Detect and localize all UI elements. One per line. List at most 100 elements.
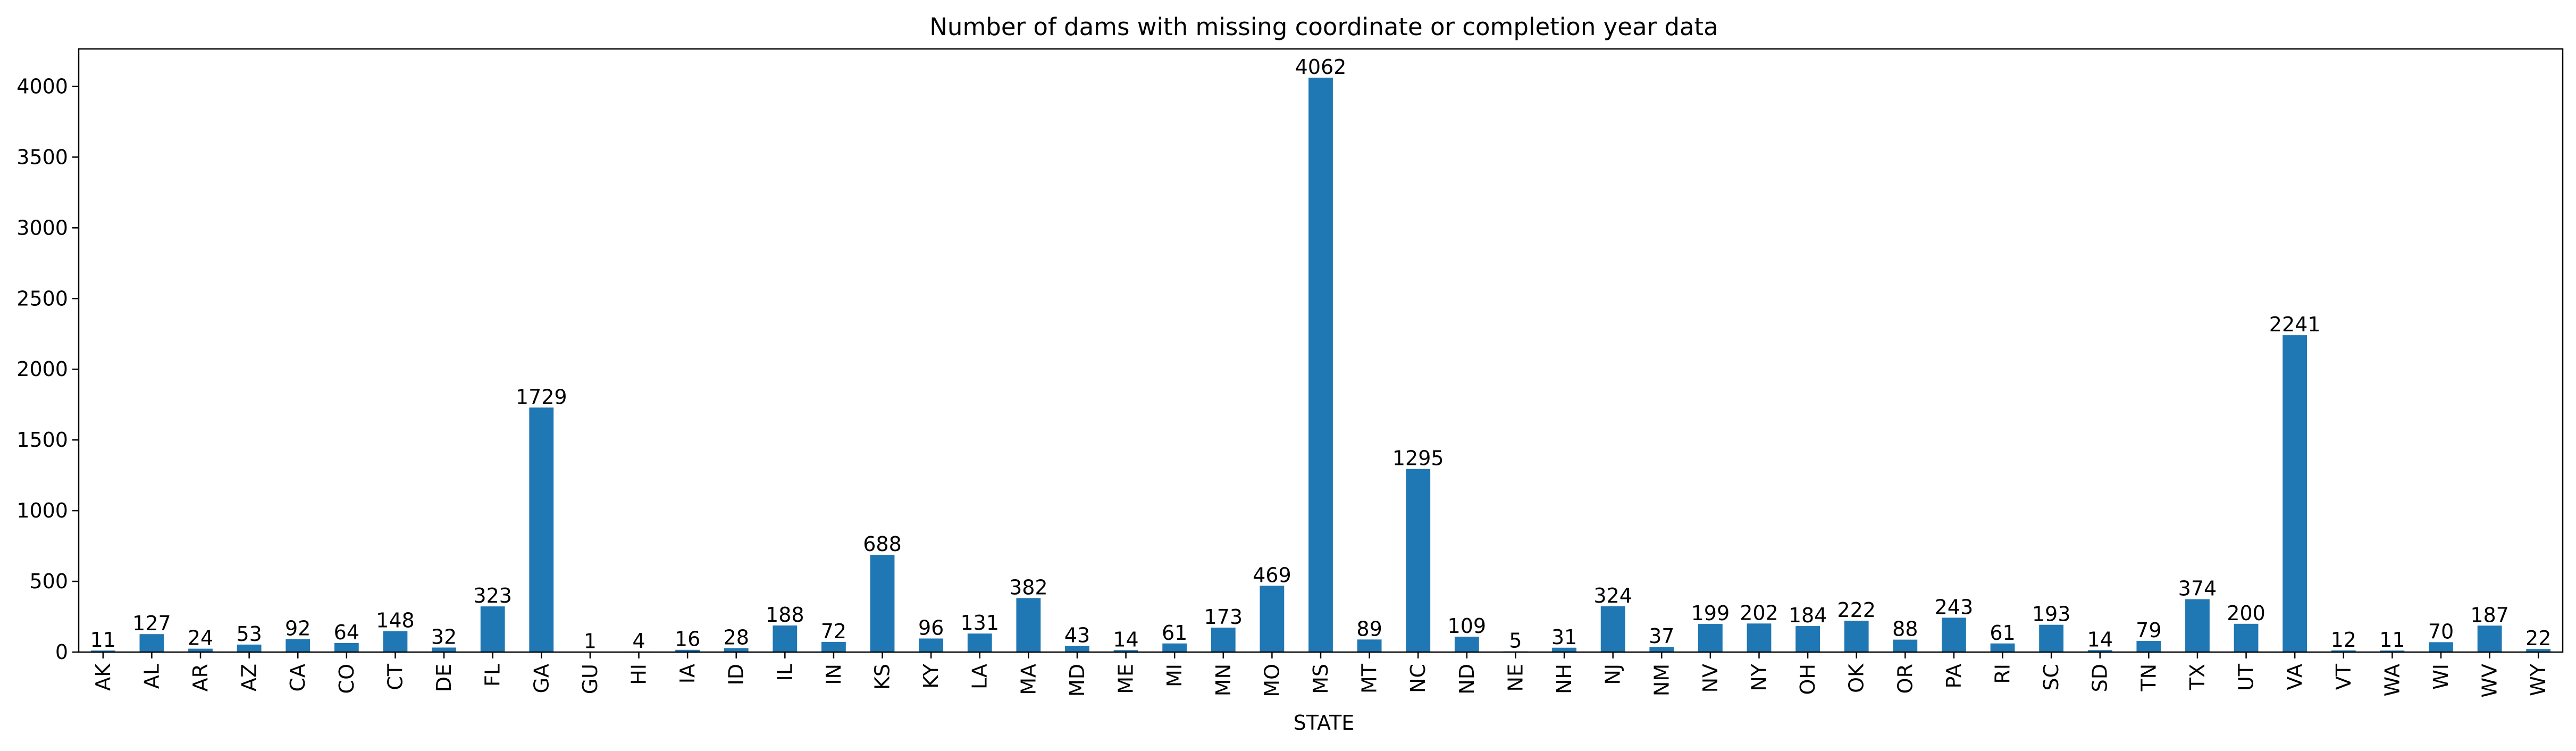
- data-label-fl: 323: [473, 584, 512, 607]
- x-tick-label-pa: PA: [1942, 664, 1966, 688]
- bar-sc: [2039, 624, 2064, 652]
- bar-ky: [919, 638, 944, 652]
- bar-az: [237, 644, 262, 652]
- bar-me: [1113, 650, 1138, 652]
- bar-sd: [2087, 650, 2112, 652]
- data-label-wa: 11: [2379, 628, 2405, 652]
- bar-oh: [1795, 626, 1820, 652]
- bar-ut: [2234, 623, 2259, 652]
- bar-il: [773, 625, 798, 652]
- bar-mi: [1162, 643, 1187, 652]
- bar-tn: [2136, 640, 2161, 652]
- bar-co: [334, 642, 359, 652]
- x-tick-label-in: IN: [822, 664, 845, 685]
- y-tick-label: 2000: [16, 357, 68, 381]
- data-label-ms: 4062: [1295, 55, 1347, 79]
- x-tick-label-id: ID: [725, 664, 748, 685]
- data-label-co: 64: [334, 621, 359, 644]
- bar-md: [1065, 646, 1089, 652]
- bar-or: [1893, 639, 1918, 652]
- bar-nm: [1649, 647, 1674, 652]
- y-tick-label: 3000: [16, 216, 68, 239]
- bar-al: [139, 634, 164, 652]
- x-tick-label-mt: MT: [1358, 663, 1381, 694]
- x-tick-label-va: VA: [2283, 664, 2306, 690]
- bar-de: [432, 647, 456, 652]
- x-tick-label-ok: OK: [1845, 663, 1868, 693]
- x-tick-label-ne: NE: [1504, 664, 1527, 691]
- bar-nh: [1552, 647, 1576, 652]
- data-label-oh: 184: [1789, 604, 1827, 627]
- x-tick-label-co: CO: [335, 664, 358, 694]
- x-tick-label-ks: KS: [871, 664, 894, 690]
- data-label-sd: 14: [2087, 628, 2113, 651]
- plot-area: 0 500 1000 1500 2000 2500 3000 3500 4000 11 AK 127 A…: [16, 55, 2551, 698]
- data-label-mn: 173: [1204, 605, 1243, 629]
- x-tick-label-mn: MN: [1212, 664, 1235, 696]
- x-tick-label-md: MD: [1065, 664, 1089, 697]
- bar-nj: [1600, 606, 1625, 652]
- data-label-de: 32: [431, 625, 457, 648]
- y-tick-label: 1500: [16, 428, 68, 452]
- bar-wa: [2380, 650, 2405, 652]
- data-label-ne: 5: [1509, 629, 1522, 653]
- x-tick-label-ar: AR: [189, 664, 212, 691]
- bar-fl: [480, 606, 505, 652]
- bar-mn: [1211, 628, 1236, 652]
- data-label-pa: 243: [1935, 595, 1974, 619]
- data-label-nj: 324: [1593, 584, 1632, 607]
- data-label-ak: 11: [90, 628, 116, 652]
- x-tick-label-oh: OH: [1796, 664, 1819, 695]
- x-tick-label-ak: AK: [91, 663, 115, 691]
- data-label-gu: 1: [584, 630, 597, 653]
- x-tick-label-nv: NV: [1699, 664, 1722, 692]
- x-tick-label-wa: WA: [2380, 664, 2404, 697]
- data-label-ct: 148: [376, 609, 415, 632]
- data-label-mt: 89: [1356, 617, 1382, 640]
- data-label-nm: 37: [1649, 624, 1674, 648]
- x-tick-label-nm: NM: [1650, 664, 1673, 696]
- data-label-mi: 61: [1162, 621, 1187, 645]
- x-tick-label-az: AZ: [238, 664, 261, 691]
- bar-ak: [90, 650, 115, 652]
- data-label-wy: 22: [2525, 627, 2551, 650]
- data-label-va: 2241: [2269, 313, 2321, 336]
- data-label-hi: 4: [632, 629, 645, 653]
- data-label-ca: 92: [285, 617, 311, 640]
- data-label-al: 127: [132, 612, 171, 635]
- data-label-vt: 12: [2331, 628, 2356, 652]
- data-label-md: 43: [1064, 624, 1090, 647]
- x-tick-label-gu: GU: [578, 664, 602, 694]
- data-label-wi: 70: [2428, 620, 2454, 643]
- bar-ms: [1308, 77, 1333, 653]
- data-label-nc: 1295: [1392, 447, 1444, 470]
- y-tick-label: 3500: [16, 145, 68, 169]
- data-label-tx: 374: [2178, 577, 2217, 600]
- bar-wy: [2526, 649, 2551, 652]
- x-tick-label-sd: SD: [2088, 664, 2112, 692]
- data-label-ri: 61: [1990, 621, 2015, 645]
- data-label-la: 131: [960, 611, 999, 635]
- chart-title: Number of dams with missing coordinate o…: [929, 13, 1718, 41]
- data-label-ut: 200: [2227, 602, 2265, 625]
- data-label-ga: 1729: [516, 385, 567, 408]
- x-tick-label-mi: MI: [1163, 664, 1186, 687]
- x-tick-label-vt: VT: [2332, 663, 2355, 690]
- data-label-ks: 688: [863, 532, 902, 556]
- data-label-ky: 96: [918, 616, 944, 639]
- data-label-ar: 24: [188, 627, 213, 650]
- bar-wi: [2429, 642, 2453, 652]
- y-tick-label: 500: [29, 570, 68, 593]
- data-label-ia: 16: [675, 628, 700, 651]
- data-label-tn: 79: [2136, 619, 2161, 642]
- x-tick-label-nj: NJ: [1601, 664, 1625, 685]
- x-tick-label-tn: TN: [2137, 664, 2160, 692]
- data-label-ny: 202: [1740, 601, 1778, 624]
- x-tick-label-nh: NH: [1553, 664, 1576, 694]
- data-label-ok: 222: [1837, 598, 1876, 622]
- bar-ct: [383, 631, 408, 652]
- bar-va: [2283, 335, 2308, 652]
- x-tick-label-tx: TX: [2186, 664, 2209, 690]
- data-label-id: 28: [724, 626, 749, 649]
